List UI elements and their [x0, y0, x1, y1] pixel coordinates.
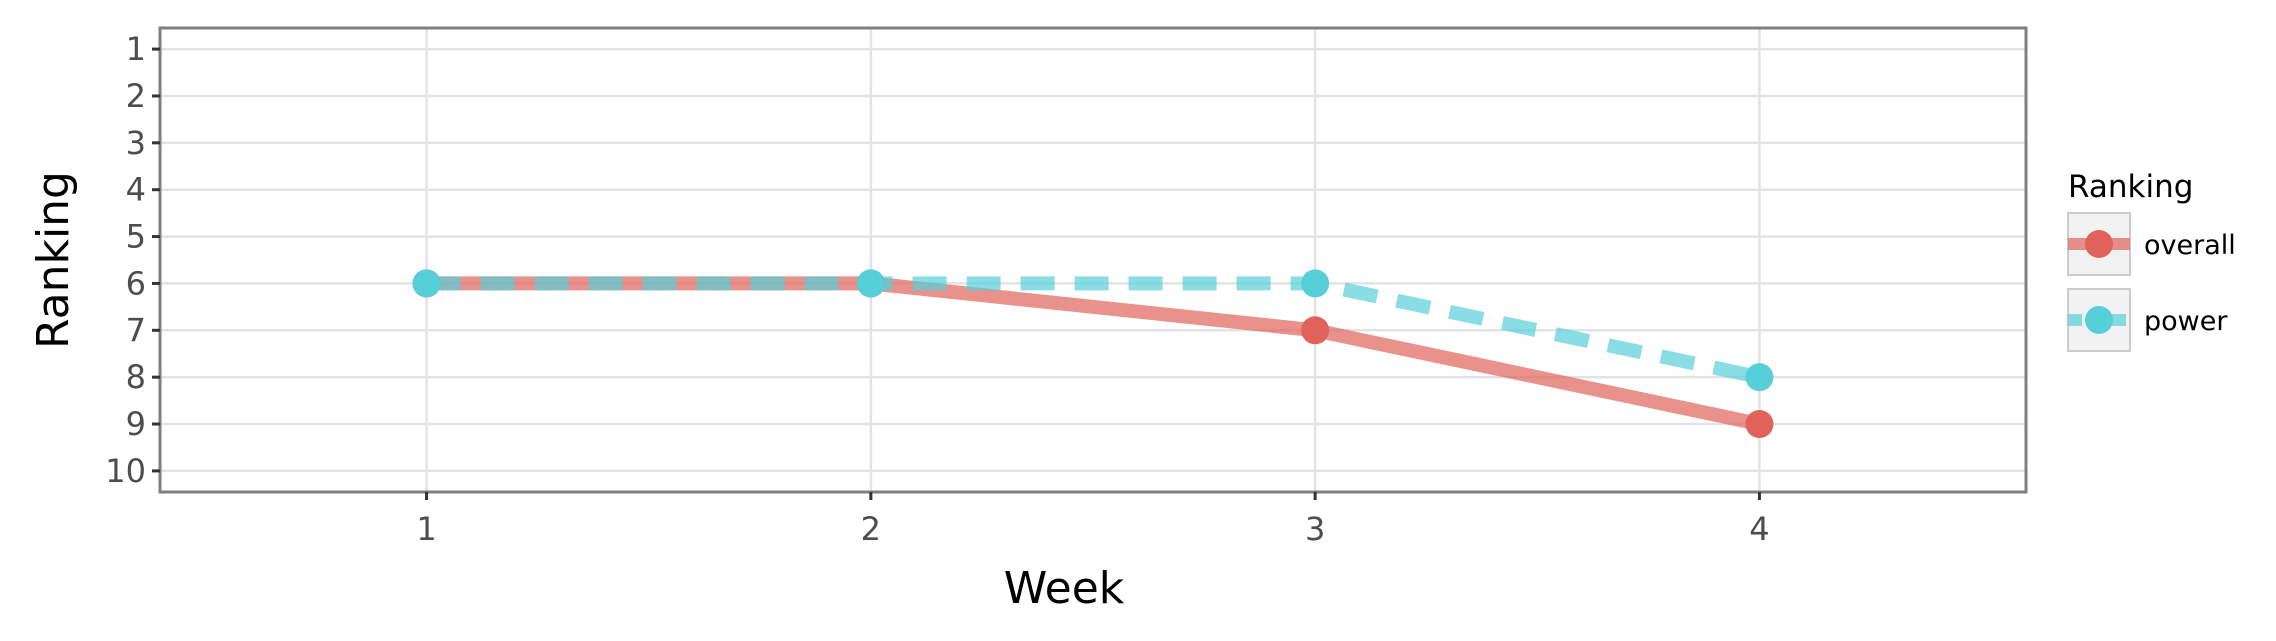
legend-key-point	[2085, 230, 2113, 258]
data-point-power	[1745, 363, 1774, 392]
y-axis-title: Ranking	[28, 171, 79, 349]
data-point-overall	[1301, 316, 1330, 345]
x-tick-label: 4	[1749, 510, 1769, 548]
data-point-power	[1301, 269, 1330, 298]
grid-lines	[160, 28, 2026, 492]
series-lines	[426, 276, 1761, 431]
x-tick-label: 3	[1305, 510, 1325, 548]
y-tick-label: 2	[126, 77, 146, 115]
legend: Ranking overall power	[2067, 169, 2236, 352]
x-axis: 1 2 3 4	[416, 492, 1770, 548]
series-line-power	[426, 276, 1761, 385]
legend-item-overall: overall	[2067, 212, 2236, 276]
legend-item-power: power	[2067, 288, 2228, 352]
legend-key-point	[2085, 306, 2113, 334]
x-tick-label: 1	[416, 510, 436, 548]
legend-title: Ranking	[2068, 169, 2193, 205]
data-point-overall	[1745, 410, 1774, 439]
x-tick-label: 2	[861, 510, 881, 548]
y-tick-label: 9	[126, 405, 146, 443]
data-point-power	[412, 269, 441, 298]
panel-border	[158, 26, 2028, 494]
legend-label: power	[2144, 306, 2228, 337]
y-tick-label: 1	[126, 30, 146, 68]
y-tick-label: 3	[126, 124, 146, 162]
y-tick-label: 8	[126, 358, 146, 396]
y-tick-label: 6	[126, 264, 146, 302]
data-point-power	[856, 269, 885, 298]
y-axis: 1 2 3 4 5 6 7 8 9 10	[105, 30, 160, 490]
x-axis-title: Week	[1004, 563, 1125, 614]
y-tick-label: 7	[126, 311, 146, 349]
series-points	[412, 269, 1774, 439]
legend-label: overall	[2144, 230, 2236, 261]
y-tick-label: 10	[105, 452, 146, 490]
y-tick-label: 5	[126, 218, 146, 256]
y-tick-label: 4	[126, 171, 146, 209]
